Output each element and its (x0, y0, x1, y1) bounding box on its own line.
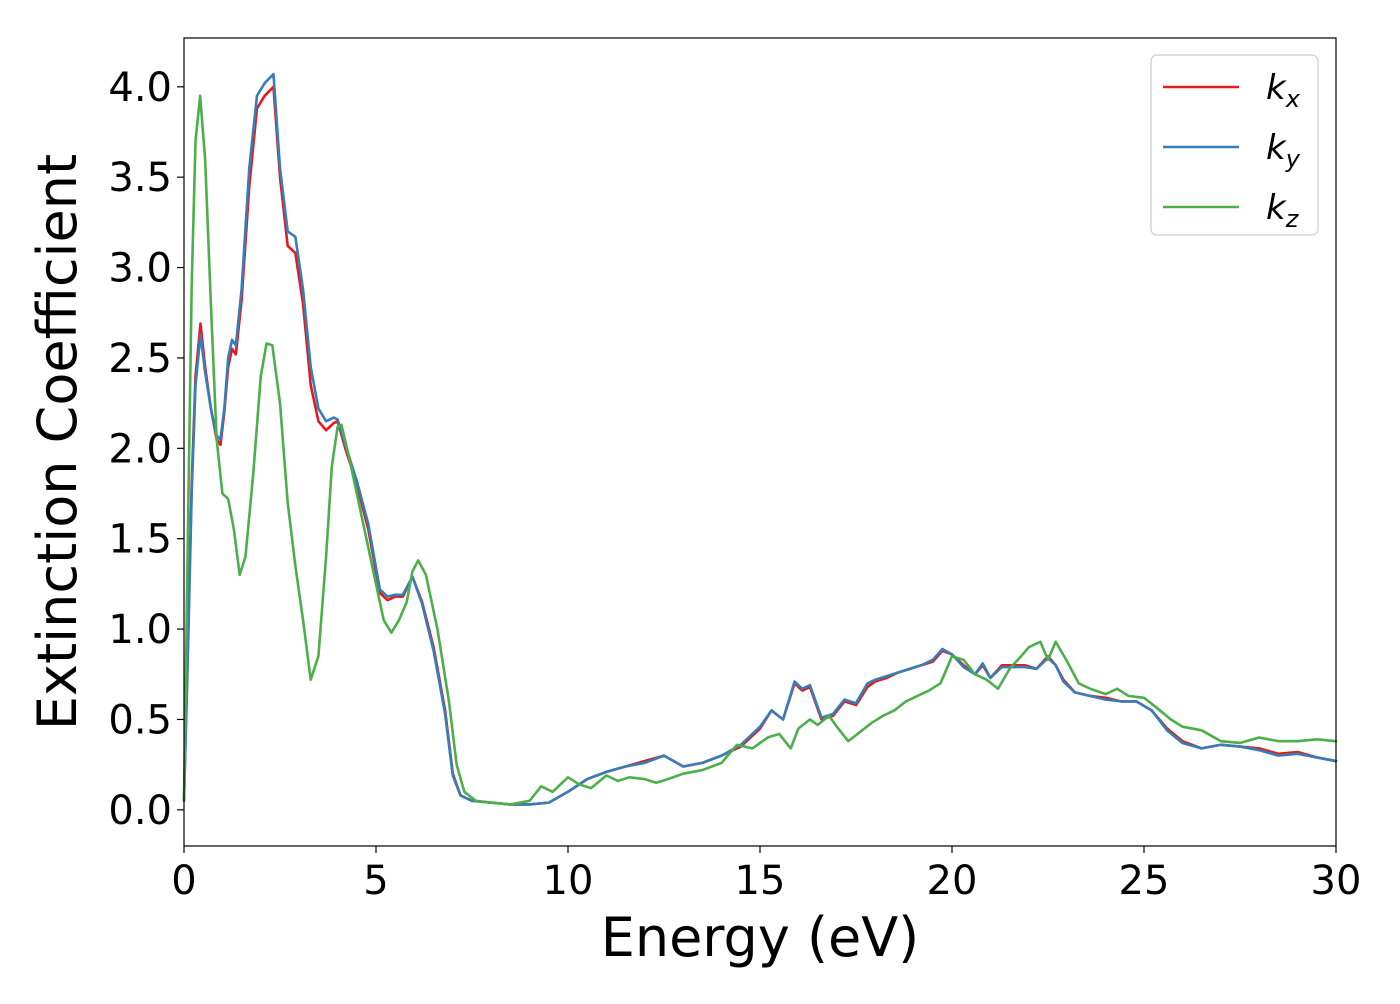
x-tick-label: 20 (927, 858, 978, 904)
legend: kx ky kz (1150, 54, 1319, 236)
y-tick-label: 0.0 (108, 788, 172, 834)
y-tick-label: 4.0 (108, 65, 172, 111)
y-tick-label: 1.5 (108, 517, 172, 563)
legend-label-y: ky (1266, 128, 1301, 173)
x-axis-label: Energy (eV) (601, 906, 920, 969)
y-axis-label: Extinction Coefficient (26, 154, 89, 730)
y-axis: 0.0 0.5 1.0 1.5 2.0 2.5 3.0 3.5 4.0 (108, 65, 184, 834)
y-tick-label: 2.0 (108, 426, 172, 472)
series-layer (182, 72, 1338, 806)
x-axis: 0 5 10 15 20 25 30 (171, 846, 1361, 904)
series-line-z (182, 94, 1338, 806)
x-tick-label: 25 (1119, 858, 1170, 904)
y-tick-label: 2.5 (108, 336, 172, 382)
y-tick-label: 0.5 (108, 697, 172, 743)
y-tick-label: 3.0 (108, 246, 172, 292)
x-tick-label: 0 (171, 858, 196, 904)
legend-label-x: kx (1266, 68, 1301, 113)
x-tick-label: 5 (363, 858, 388, 904)
y-tick-label: 3.5 (108, 155, 172, 201)
x-tick-label: 15 (735, 858, 786, 904)
legend-box (1150, 54, 1319, 236)
legend-label-z: kz (1266, 188, 1300, 233)
x-tick-label: 30 (1311, 858, 1362, 904)
series-line-y (182, 72, 1338, 806)
x-tick-label: 10 (543, 858, 594, 904)
y-tick-label: 1.0 (108, 607, 172, 653)
